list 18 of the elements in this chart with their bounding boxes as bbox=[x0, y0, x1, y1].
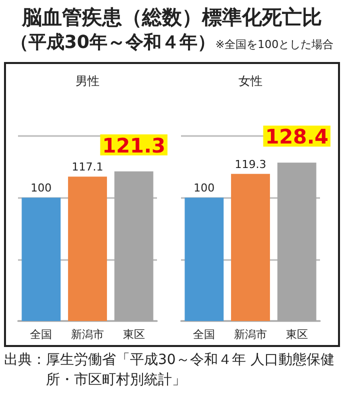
data-label: 119.3 bbox=[234, 158, 266, 171]
x-tick-label: 全国 bbox=[30, 328, 52, 341]
data-label: 117.1 bbox=[72, 160, 104, 174]
x-tick-label: 東区 bbox=[122, 328, 145, 341]
data-label: 121.3 bbox=[102, 133, 166, 158]
text: ※全国を100とした場合 bbox=[215, 38, 334, 51]
x-tick-label: 全国 bbox=[193, 328, 216, 341]
data-label: 128.4 bbox=[265, 124, 328, 149]
data-label: 100 bbox=[194, 182, 215, 195]
chart-title: 女性 bbox=[238, 74, 262, 88]
data-label: 100 bbox=[30, 182, 52, 195]
text: （平成30年～令和４年） bbox=[10, 32, 216, 53]
text: 脳血管疾患（総数）標準化死亡比 bbox=[20, 4, 323, 30]
source-note: 出典：厚生労働省「平成30～令和４年 人口動態保健所・市区町村別統計」 bbox=[4, 351, 336, 390]
x-tick-label: 新潟市 bbox=[71, 328, 104, 341]
chart-title: 男性 bbox=[76, 74, 100, 88]
x-tick-label: 東区 bbox=[286, 328, 308, 341]
x-tick-label: 新潟市 bbox=[234, 328, 267, 341]
